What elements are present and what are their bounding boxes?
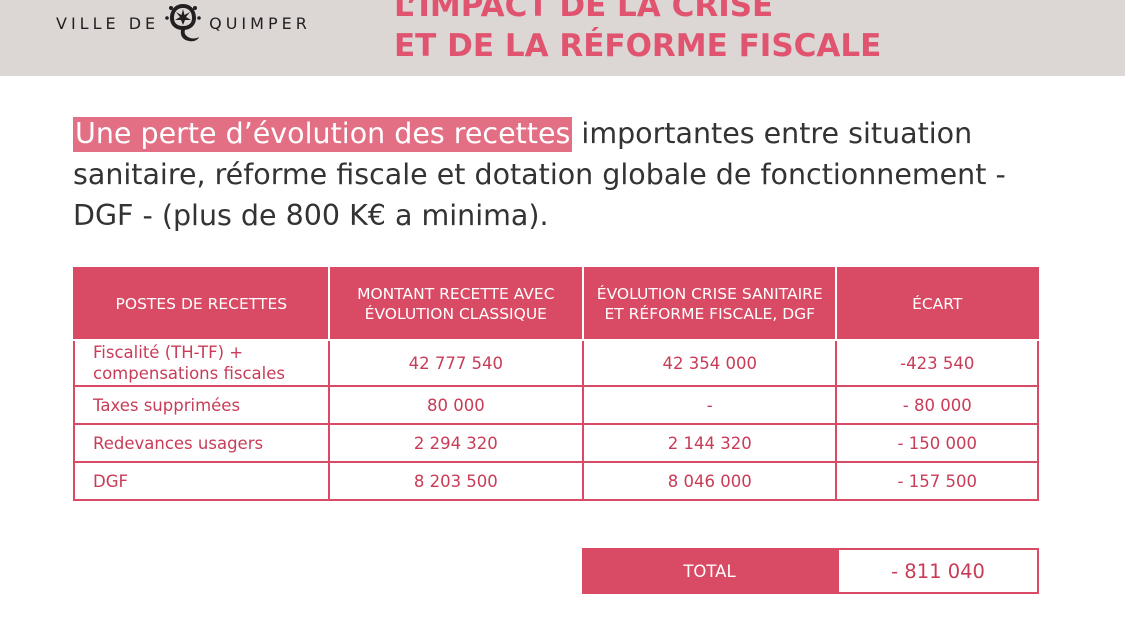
row-evolution: 2 144 320 xyxy=(582,423,838,463)
column-header-montant-classique: MONTANT RECETTE AVEC ÉVOLUTION CLASSIQUE xyxy=(327,267,585,341)
title-line-2: ET DE LA RÉFORME FISCALE xyxy=(394,28,882,64)
intro-highlight: Une perte d’évolution des recettes xyxy=(73,117,573,152)
row-montant: 80 000 xyxy=(327,385,585,425)
row-evolution: 8 046 000 xyxy=(582,461,838,501)
total-box: TOTAL - 811 040 xyxy=(582,548,1039,594)
row-ecart: - 80 000 xyxy=(835,385,1039,425)
table-row: Taxes supprimées 80 000 - - 80 000 xyxy=(73,385,1039,425)
total-label: TOTAL xyxy=(582,548,837,594)
row-ecart: -423 540 xyxy=(835,339,1039,387)
row-montant: 42 777 540 xyxy=(327,339,585,387)
intro-text: importantes entre situation sanitaire, r… xyxy=(73,117,1006,232)
quimper-crest-icon xyxy=(165,4,201,42)
table-row: Redevances usagers 2 294 320 2 144 320 -… xyxy=(73,423,1039,463)
logo-text-left: VILLE DE xyxy=(56,13,160,33)
recettes-table: POSTES DE RECETTES MONTANT RECETTE AVEC … xyxy=(73,267,1039,501)
row-label: DGF xyxy=(73,461,330,501)
ville-de-quimper-logo: VILLE DE QUIMPER xyxy=(56,0,311,46)
row-label: Fiscalité (TH-TF) + compensations fiscal… xyxy=(73,339,330,387)
column-header-ecart: ÉCART xyxy=(835,267,1039,341)
row-montant: 2 294 320 xyxy=(327,423,585,463)
row-ecart: - 150 000 xyxy=(835,423,1039,463)
table-row: Fiscalité (TH-TF) + compensations fiscal… xyxy=(73,339,1039,387)
table-row: DGF 8 203 500 8 046 000 - 157 500 xyxy=(73,461,1039,501)
intro-paragraph: Une perte d’évolution des recettes impor… xyxy=(73,113,1073,236)
logo-text-right: QUIMPER xyxy=(209,13,311,33)
row-label: Taxes supprimées xyxy=(73,385,330,425)
row-evolution: - xyxy=(582,385,838,425)
row-ecart: - 157 500 xyxy=(835,461,1039,501)
row-evolution: 42 354 000 xyxy=(582,339,838,387)
page-title: L’IMPACT DE LA CRISE ET DE LA RÉFORME FI… xyxy=(394,0,881,66)
total-value: - 811 040 xyxy=(837,548,1039,594)
title-line-1: L’IMPACT DE LA CRISE xyxy=(394,0,774,24)
column-header-evolution-crise: ÉVOLUTION CRISE SANITAIRE ET RÉFORME FIS… xyxy=(582,267,838,341)
column-header-postes: POSTES DE RECETTES xyxy=(73,267,330,341)
row-label: Redevances usagers xyxy=(73,423,330,463)
row-montant: 8 203 500 xyxy=(327,461,585,501)
table-header-row: POSTES DE RECETTES MONTANT RECETTE AVEC … xyxy=(73,267,1039,341)
